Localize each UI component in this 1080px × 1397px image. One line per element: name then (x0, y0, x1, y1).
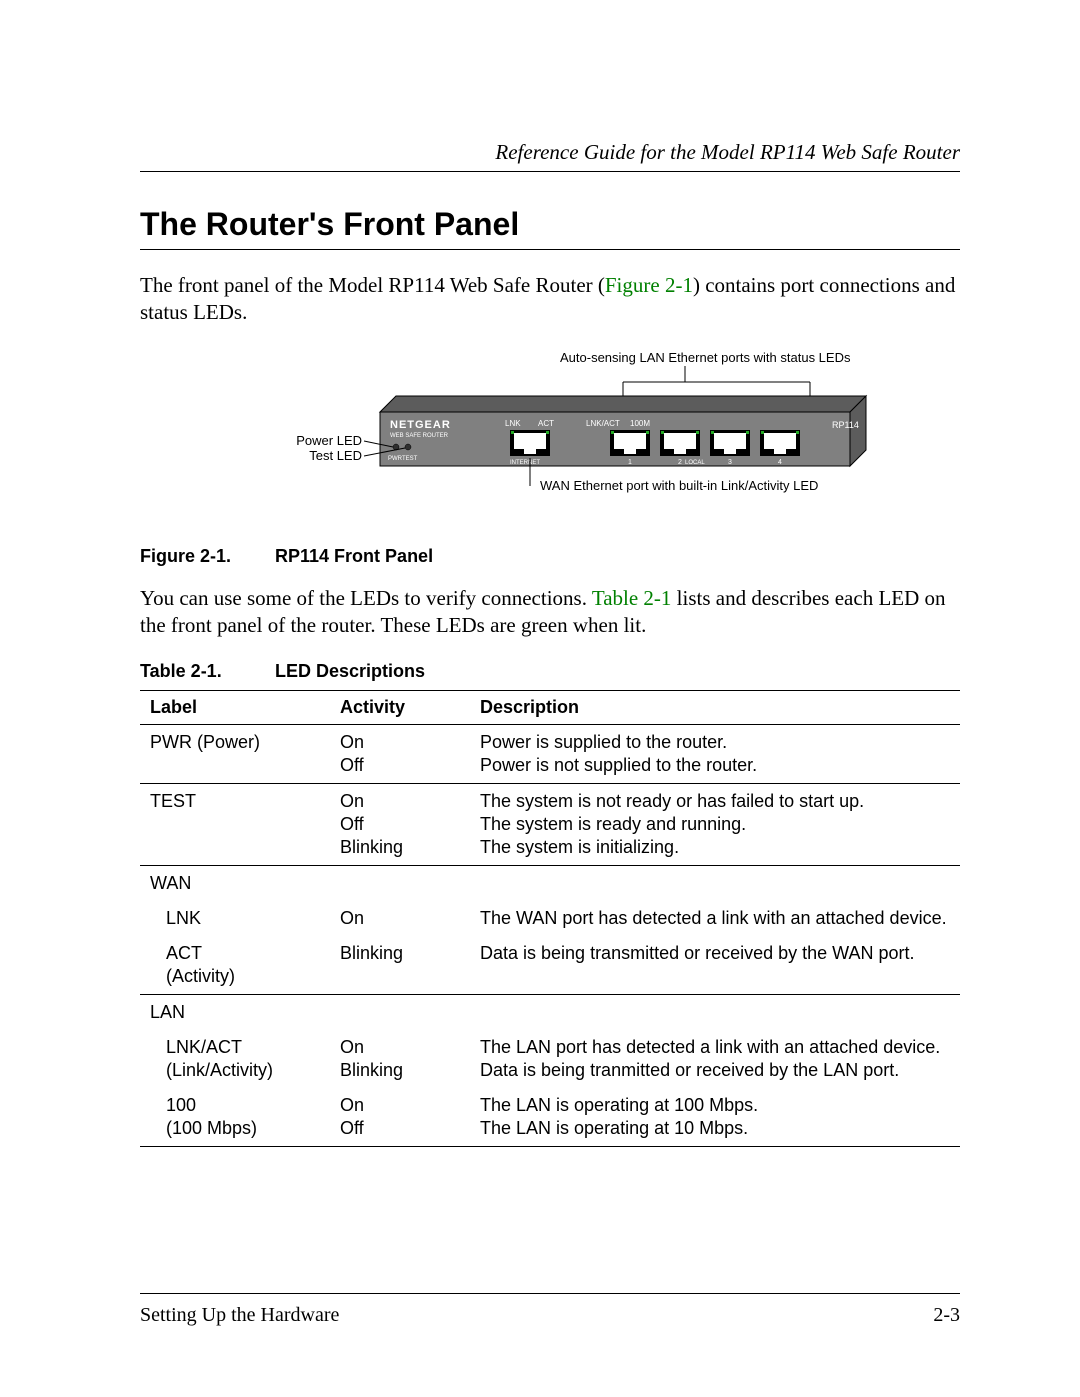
figure-number: Figure 2-1. (140, 546, 270, 567)
cell-desc: Power is supplied to the router.Power is… (470, 724, 960, 783)
led-test (405, 444, 411, 450)
cell-desc: Data is being transmitted or received by… (470, 936, 960, 995)
th-desc: Description (470, 690, 960, 724)
table-header-row: Label Activity Description (140, 690, 960, 724)
cell-activity: OnOff (330, 1088, 470, 1147)
cell-desc (470, 994, 960, 1030)
table-row: WAN (140, 865, 960, 901)
router-model: RP114 (832, 420, 859, 430)
annot-test-led: Test LED (309, 448, 362, 463)
page-footer: Setting Up the Hardware 2-3 (140, 1293, 960, 1327)
table-caption: Table 2-1. LED Descriptions (140, 661, 960, 682)
lan-port-num-1: 1 (628, 459, 632, 466)
router-subbrand: WEB SAFE ROUTER (390, 433, 449, 439)
cell-desc: The LAN is operating at 100 Mbps.The LAN… (470, 1088, 960, 1147)
cell-desc: The LAN port has detected a link with an… (470, 1030, 960, 1088)
th-activity: Activity (330, 690, 470, 724)
router-brand: NETGEAR (390, 419, 451, 431)
label-lnkact: LNK/ACT (586, 419, 620, 428)
router-body: NETGEAR WEB SAFE ROUTER RP114 PWR TEST L… (380, 396, 866, 466)
lan-port-num-2: 2 (678, 459, 682, 466)
figure-caption: Figure 2-1. RP114 Front Panel (140, 546, 960, 567)
cell-label: PWR (Power) (140, 724, 330, 783)
cell-label: LAN (140, 994, 330, 1030)
intro-paragraph-1: The front panel of the Model RP114 Web S… (140, 272, 960, 326)
table-row: 100(100 Mbps)OnOffThe LAN is operating a… (140, 1088, 960, 1147)
table-number: Table 2-1. (140, 661, 270, 682)
cell-activity (330, 865, 470, 901)
para1-pre: The front panel of the Model RP114 Web S… (140, 273, 605, 297)
cell-label: TEST (140, 783, 330, 865)
th-label: Label (140, 690, 330, 724)
label-pwr: PWR (388, 456, 403, 462)
label-100m: 100M (630, 419, 650, 428)
table-row: PWR (Power)OnOffPower is supplied to the… (140, 724, 960, 783)
wan-port-group (510, 430, 550, 456)
intro-paragraph-2: You can use some of the LEDs to verify c… (140, 585, 960, 639)
cell-activity: On (330, 901, 470, 936)
cell-activity (330, 994, 470, 1030)
label-test: TEST (402, 456, 418, 462)
table-row: LNKOnThe WAN port has detected a link wi… (140, 901, 960, 936)
label-local: LOCAL (685, 460, 705, 466)
cell-desc: The WAN port has detected a link with an… (470, 901, 960, 936)
section-title: The Router's Front Panel (140, 206, 960, 243)
lan-port-num-4: 4 (778, 459, 782, 466)
lan-port-num-3: 3 (728, 459, 732, 466)
cell-label: WAN (140, 865, 330, 901)
annot-top: Auto-sensing LAN Ethernet ports with sta… (560, 350, 851, 365)
cell-activity: Blinking (330, 936, 470, 995)
figure-title: RP114 Front Panel (275, 546, 433, 566)
table-row: TESTOnOffBlinkingThe system is not ready… (140, 783, 960, 865)
cell-activity: OnBlinking (330, 1030, 470, 1088)
figure-block: Auto-sensing LAN Ethernet ports with sta… (140, 348, 960, 567)
cell-label: ACT(Activity) (140, 936, 330, 995)
table-title: LED Descriptions (275, 661, 425, 681)
title-rule (140, 249, 960, 250)
para2-pre: You can use some of the LEDs to verify c… (140, 586, 592, 610)
router-top-face (380, 396, 866, 412)
table-row: LAN (140, 994, 960, 1030)
header-rule (140, 171, 960, 172)
annot-power-led: Power LED (296, 433, 362, 448)
router-diagram: Auto-sensing LAN Ethernet ports with sta… (230, 348, 870, 528)
table-xref[interactable]: Table 2-1 (592, 586, 672, 610)
cell-desc: The system is not ready or has failed to… (470, 783, 960, 865)
led-table: Label Activity Description PWR (Power)On… (140, 690, 960, 1147)
footer-right: 2-3 (933, 1304, 960, 1327)
footer-left: Setting Up the Hardware (140, 1304, 339, 1327)
led-table-body: PWR (Power)OnOffPower is supplied to the… (140, 724, 960, 1146)
table-row: LNK/ACT(Link/Activity)OnBlinkingThe LAN … (140, 1030, 960, 1088)
cell-desc (470, 865, 960, 901)
cell-activity: OnOffBlinking (330, 783, 470, 865)
table-row: ACT(Activity)BlinkingData is being trans… (140, 936, 960, 995)
label-internet: INTERNET (510, 460, 540, 466)
figure-xref[interactable]: Figure 2-1 (605, 273, 693, 297)
label-lnk: LNK (505, 419, 521, 428)
label-act: ACT (538, 419, 554, 428)
cell-label: LNK/ACT(Link/Activity) (140, 1030, 330, 1088)
cell-label: LNK (140, 901, 330, 936)
cell-activity: OnOff (330, 724, 470, 783)
footer-rule (140, 1293, 960, 1294)
running-header: Reference Guide for the Model RP114 Web … (140, 140, 960, 165)
cell-label: 100(100 Mbps) (140, 1088, 330, 1147)
annot-wan-port: WAN Ethernet port with built-in Link/Act… (540, 478, 818, 493)
